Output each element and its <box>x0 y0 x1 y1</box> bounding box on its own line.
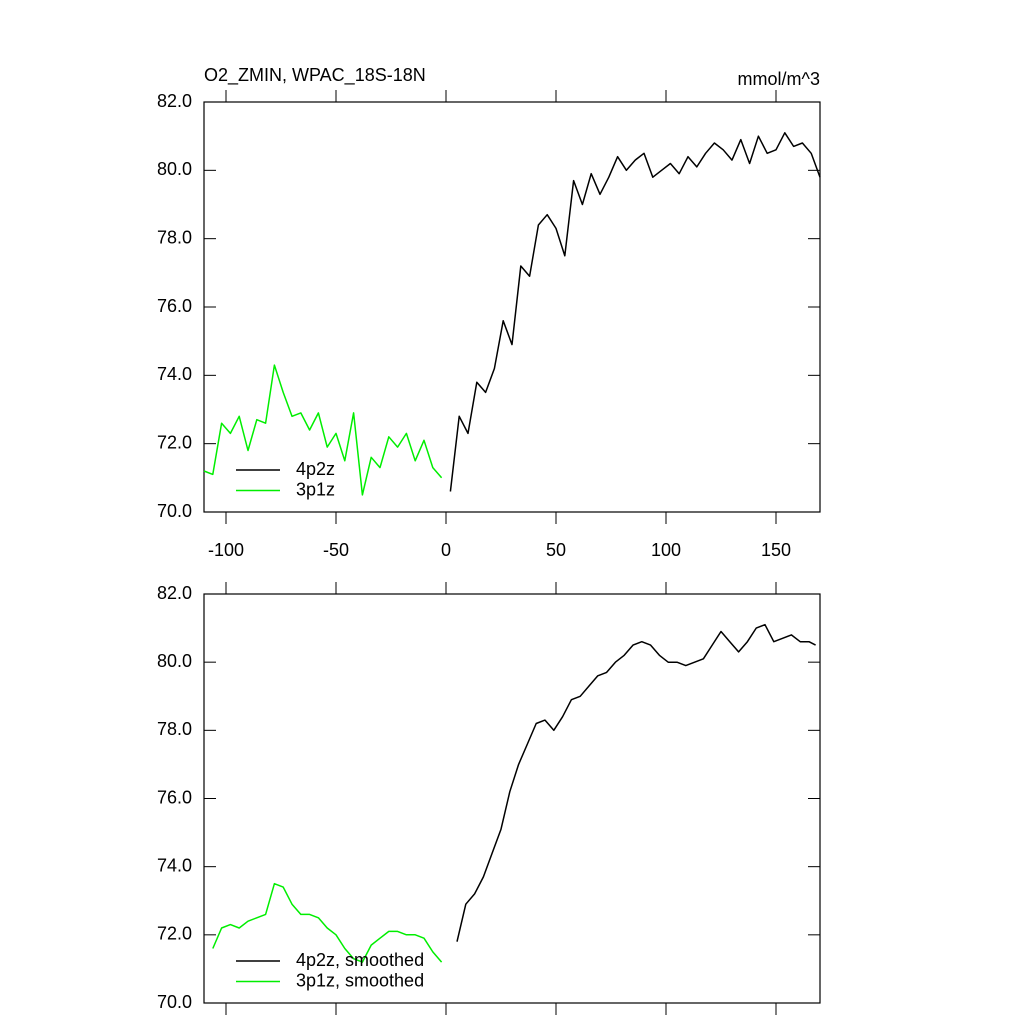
chart-title: O2_ZMIN, WPAC_18S-18N <box>204 65 426 86</box>
legend-label: 3p1z <box>296 479 335 499</box>
y-tick-label: 70.0 <box>157 501 192 521</box>
plot-frame <box>203 101 821 513</box>
y-tick-label: 78.0 <box>157 227 192 247</box>
y-tick-label: 78.0 <box>157 719 192 739</box>
units-label: mmol/m^3 <box>738 69 820 89</box>
data-line <box>449 132 821 492</box>
y-tick-label: 74.0 <box>157 855 192 875</box>
y-tick-label: 72.0 <box>157 924 192 944</box>
y-tick-label: 74.0 <box>157 364 192 384</box>
y-tick-label: 76.0 <box>157 787 192 807</box>
data-line <box>456 623 816 942</box>
y-tick-label: 72.0 <box>157 432 192 452</box>
data-line <box>212 882 443 963</box>
legend-label: 4p2z, smoothed <box>296 950 424 970</box>
x-tick-label: 50 <box>546 540 566 560</box>
y-tick-label: 80.0 <box>157 159 192 179</box>
y-tick-label: 82.0 <box>157 583 192 603</box>
legend-label: 3p1z, smoothed <box>296 970 424 990</box>
plot-frame <box>203 593 821 1004</box>
data-line <box>203 364 443 496</box>
x-tick-label: 0 <box>441 540 451 560</box>
x-tick-label: -100 <box>208 540 244 560</box>
legend-label: 4p2z <box>296 459 335 479</box>
x-tick-label: 100 <box>651 540 681 560</box>
y-tick-label: 70.0 <box>157 992 192 1012</box>
y-tick-label: 76.0 <box>157 296 192 316</box>
x-tick-label: 150 <box>761 540 791 560</box>
x-tick-label: -50 <box>323 540 349 560</box>
y-tick-label: 80.0 <box>157 651 192 671</box>
y-tick-label: 82.0 <box>157 91 192 111</box>
